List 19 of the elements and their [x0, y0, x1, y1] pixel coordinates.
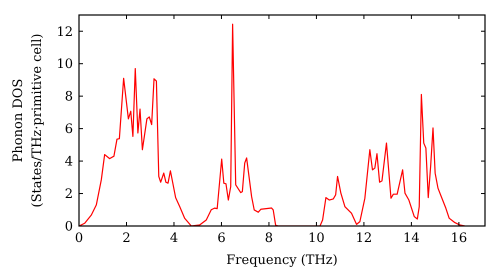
x-tick-label: 6: [217, 231, 226, 246]
y-tick-label: 2: [64, 187, 73, 202]
x-tick-label: 14: [403, 231, 420, 246]
y-tick-label: 6: [64, 122, 73, 138]
y-axis-title: Phonon DOS (States/THz·primitive cell): [11, 33, 45, 208]
x-tick-label: 2: [122, 231, 131, 246]
x-tick-label: 10: [308, 231, 325, 246]
y-tick-label: 12: [56, 24, 73, 40]
y-tick-label: 8: [64, 90, 73, 105]
x-tick-label: 12: [356, 231, 372, 246]
x-axis-title: Frequency (THz): [226, 253, 338, 268]
y-tick-label: 4: [64, 154, 73, 170]
line-series: [79, 24, 466, 226]
x-tick-label: 4: [170, 231, 178, 246]
y-tick-label: 10: [56, 57, 73, 72]
y-tick-label: 0: [64, 220, 73, 235]
x-tick-label: 8: [264, 231, 274, 246]
x-tick-label: 16: [450, 231, 468, 246]
x-tick-label: 0: [74, 231, 84, 246]
